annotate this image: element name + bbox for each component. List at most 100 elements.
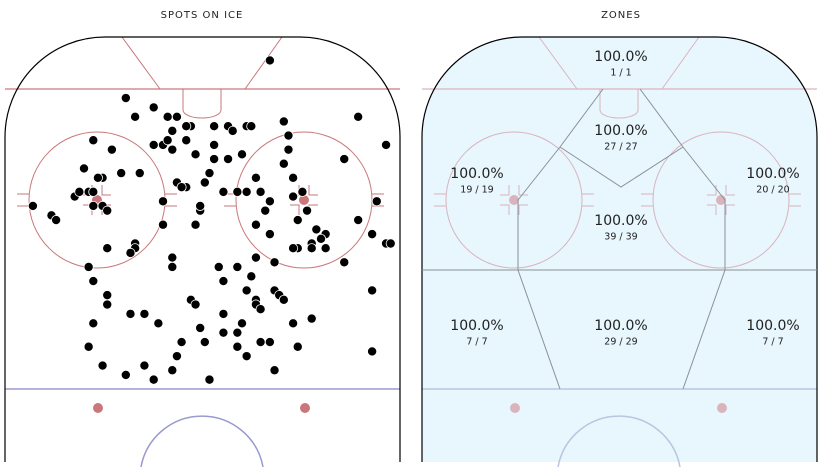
shot	[153, 318, 164, 329]
zone-count: 1 / 1	[610, 68, 631, 79]
shot	[339, 257, 350, 268]
shot	[120, 369, 131, 380]
shot	[218, 308, 229, 319]
shot	[297, 186, 308, 197]
shot	[218, 186, 229, 197]
shot	[306, 313, 317, 324]
shot	[232, 261, 243, 272]
shot	[125, 308, 136, 319]
center-circle	[557, 415, 681, 467]
shot	[102, 205, 113, 216]
shot	[88, 186, 99, 197]
shot	[320, 243, 331, 254]
shot	[125, 247, 136, 258]
zone-percent: 100.0%	[746, 166, 799, 182]
shot	[371, 196, 382, 207]
shot	[139, 360, 150, 371]
shot	[162, 135, 173, 146]
shot	[367, 285, 378, 296]
shot	[92, 172, 103, 183]
shot	[162, 111, 173, 122]
zone-count: 39 / 39	[604, 232, 637, 243]
shot	[102, 290, 113, 301]
rink-surface	[422, 37, 817, 462]
zone-percent: 100.0%	[594, 318, 647, 334]
shot	[288, 172, 299, 183]
trapezoid	[121, 36, 283, 90]
neutral-dot	[510, 403, 520, 413]
shot	[241, 285, 252, 296]
zone-count: 27 / 27	[604, 142, 637, 153]
shot	[250, 252, 261, 263]
shot	[232, 186, 243, 197]
shot	[260, 205, 271, 216]
shot	[190, 299, 201, 310]
shot	[88, 276, 99, 287]
rinks	[4, 36, 818, 467]
zone-percent: 100.0%	[746, 318, 799, 334]
shot	[236, 318, 247, 329]
shot	[367, 346, 378, 357]
shot	[167, 144, 178, 155]
shot	[190, 149, 201, 160]
shot	[232, 341, 243, 352]
shot	[353, 215, 364, 226]
shot	[381, 139, 392, 150]
shot	[283, 144, 294, 155]
shot	[269, 257, 280, 268]
shot	[246, 121, 257, 132]
shot	[218, 327, 229, 338]
shot	[255, 304, 266, 315]
shot	[250, 219, 261, 230]
zone-percent: 100.0%	[594, 49, 647, 65]
faceoff-circle	[445, 131, 583, 269]
faceoff-circle	[652, 131, 790, 269]
center-circle	[140, 415, 264, 467]
shot	[120, 93, 131, 104]
shot	[255, 337, 266, 348]
shot	[288, 191, 299, 202]
shot	[79, 163, 90, 174]
shot	[148, 139, 159, 150]
neutral-dot	[717, 403, 727, 413]
shot	[246, 271, 257, 282]
shot	[97, 360, 108, 371]
shot	[241, 351, 252, 362]
shot	[190, 219, 201, 230]
shot	[134, 168, 145, 179]
shot	[236, 149, 247, 160]
neutral-dot	[300, 403, 310, 413]
shot	[88, 200, 99, 211]
shot	[83, 341, 94, 352]
shot	[292, 215, 303, 226]
hash-marks	[434, 185, 594, 215]
shot	[315, 233, 326, 244]
shot	[199, 337, 210, 348]
shot	[157, 196, 168, 207]
shot	[353, 111, 364, 122]
shot	[278, 158, 289, 169]
shot	[74, 186, 85, 197]
shot	[209, 121, 220, 132]
shot	[83, 261, 94, 272]
zone-count: 29 / 29	[604, 337, 637, 348]
shot	[264, 229, 275, 240]
shot	[209, 154, 220, 165]
shot	[227, 125, 238, 136]
zone-count: 7 / 7	[466, 337, 487, 348]
shot	[148, 102, 159, 113]
neutral-dot	[93, 403, 103, 413]
shot	[288, 318, 299, 329]
shot	[51, 215, 62, 226]
shot	[102, 243, 113, 254]
shot	[306, 243, 317, 254]
zone-count: 20 / 20	[756, 185, 789, 196]
shot	[311, 224, 322, 235]
faceoff-dot	[299, 195, 309, 205]
shot	[292, 341, 303, 352]
shot	[232, 327, 243, 338]
shot	[302, 205, 313, 216]
shot	[209, 139, 220, 150]
shot	[250, 172, 261, 183]
